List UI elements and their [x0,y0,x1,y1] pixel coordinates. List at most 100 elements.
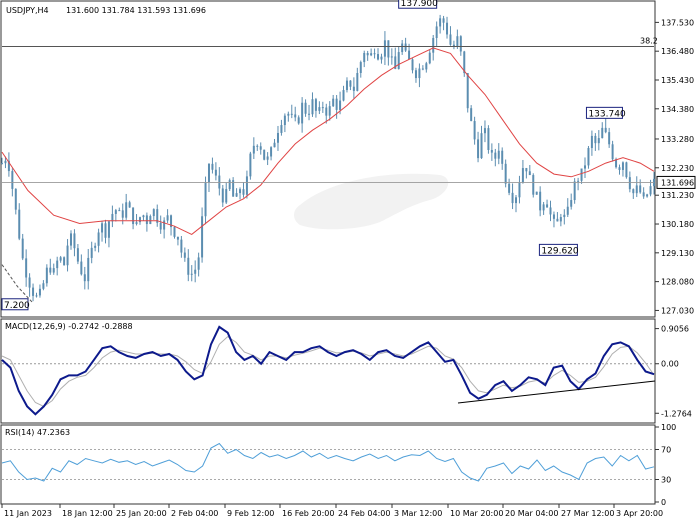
price-annotation-label: 7.200 [4,301,30,311]
candle-body [608,132,611,145]
candle-body [183,252,186,258]
candle-body [618,167,621,170]
candle-body [52,268,55,273]
candle-body [446,22,449,35]
candle-body [18,209,21,239]
candle-body [32,287,35,296]
x-tick-label: 25 Jan 20:00 [116,509,167,518]
candle-body [63,257,66,266]
candle-body [349,80,352,87]
candle-body [128,202,131,208]
candle-body [308,113,311,115]
candle-body [470,108,473,122]
candle-body [239,189,242,194]
candle-body [28,277,31,288]
candle-body [45,267,48,284]
candle-body [221,188,224,203]
candle-body [370,53,373,56]
candle-body [615,159,618,168]
candle-body [4,160,7,164]
candle-body [152,209,155,217]
candle-body [580,168,583,181]
candle-body [21,238,24,259]
candle-body [7,160,10,172]
candle-body [156,209,159,223]
candle-body [163,220,166,230]
candle-body [49,267,52,273]
chart-symbol: USDJPY,H4 [6,6,49,15]
candle-body [397,52,400,69]
price-annotation-label: 133.740 [588,109,625,119]
candle-body [449,34,452,45]
candle-body [518,182,521,198]
candle-body [328,106,331,116]
y-tick-label: 127.030 [661,306,694,315]
candle-body [442,18,445,23]
candle-body [273,142,276,148]
candle-body [83,274,86,282]
x-tick-label: 9 Feb 12:00 [227,509,274,518]
macd-tick-label: 0.9056 [661,325,689,334]
x-tick-label: 2 Feb 04:00 [171,509,218,518]
candle-body [559,217,562,222]
candle-body [611,144,614,160]
candle-body [487,128,490,151]
candle-body [404,43,407,51]
candle-body [114,210,117,214]
candle-body [138,217,141,223]
candle-body [166,215,169,221]
y-tick-label: 128.080 [661,278,694,287]
candle-body [190,273,193,275]
candle-body [363,52,366,63]
candle-body [207,163,210,183]
candle-body [290,113,293,115]
candle-body [256,145,259,147]
candle-body [76,248,79,262]
rsi-layer [1,442,655,482]
rsi-tick-label: 30 [661,476,671,485]
candle-body [356,73,359,91]
candle-body [107,221,110,238]
candle-body [339,100,342,110]
candle-body [508,183,511,193]
candle-body [539,191,542,211]
candle-body [521,168,524,183]
candle-body [311,99,314,115]
candle-body [145,215,148,225]
last-price-label: 131.696 [661,178,694,187]
rsi-tick-label: 0 [661,498,666,507]
rsi-tick-label: 70 [661,446,671,455]
candle-body [594,135,597,144]
candle-body [525,168,528,172]
candle-body [232,180,235,197]
rsi-panel-frame [0,424,656,505]
candle-body [228,180,231,190]
candle-body [69,233,72,246]
candle-body [42,283,45,289]
candle-body [204,182,207,217]
moving-average-line [1,47,655,235]
candle-body [211,163,214,170]
candle-body [439,18,442,27]
candle-body [425,63,428,70]
candle-body [480,133,483,159]
candle-body [597,138,600,144]
candle-body [452,44,455,48]
candle-body [625,162,628,178]
candle-body [263,149,266,160]
candle-body [590,135,593,149]
candle-body [87,257,90,282]
candle-body [345,80,348,91]
chart-ohlc: 131.600 131.784 131.593 131.696 [66,6,206,15]
candle-body [201,216,204,258]
y-tick-label: 131.230 [661,191,694,200]
macd-signal-line [1,335,655,407]
candle-body [483,128,486,134]
x-tick-label: 18 Jan 12:00 [62,509,113,518]
candle-body [125,202,128,218]
candle-body [121,210,124,218]
candle-body [245,176,248,195]
candle-body [304,102,307,114]
candle-body [421,68,424,70]
price-annotation-label: 137.900 [401,0,438,9]
